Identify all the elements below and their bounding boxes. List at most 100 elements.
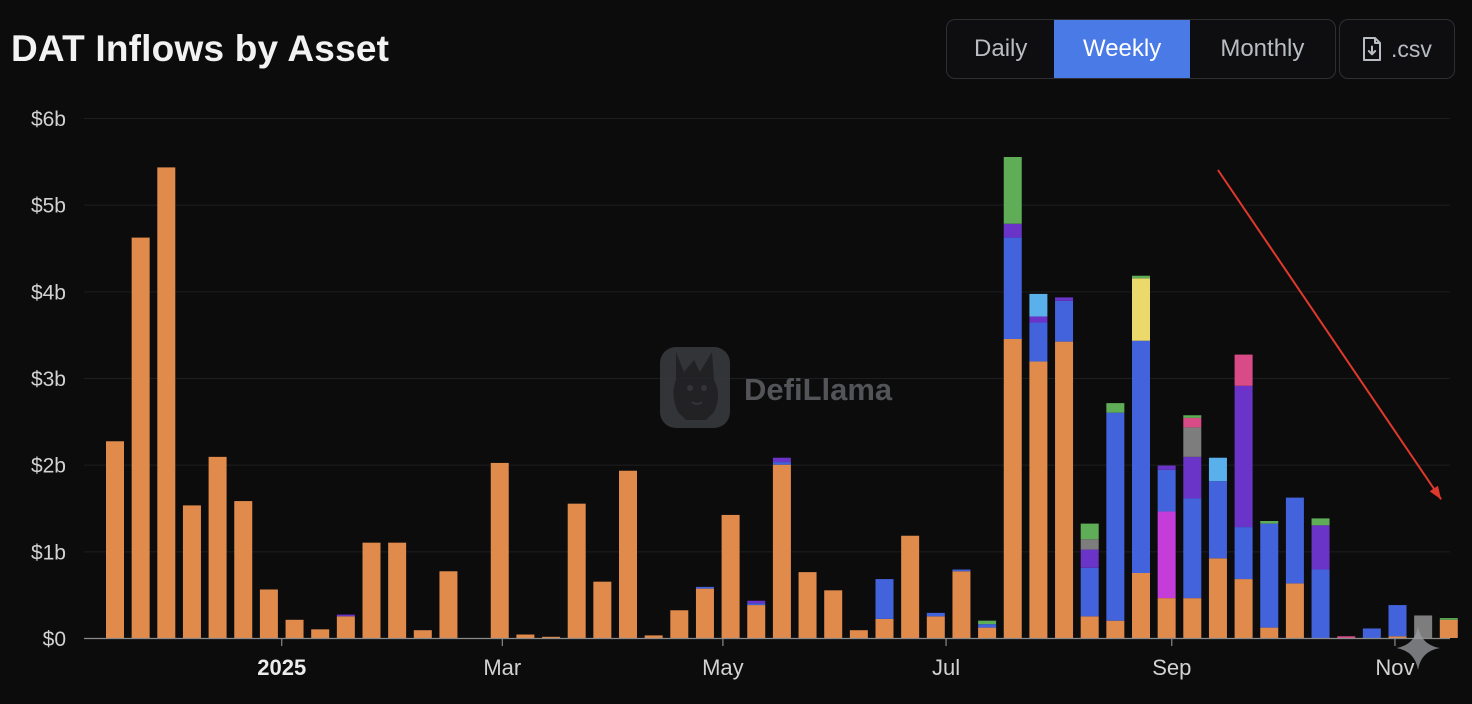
bar-segment-blue[interactable]: [1080, 567, 1099, 617]
bar-week[interactable]: [157, 167, 176, 638]
bar-segment-orange[interactable]: [285, 619, 304, 638]
bar-week[interactable]: [798, 572, 817, 638]
bar-segment-orange[interactable]: [978, 627, 997, 638]
bar-week[interactable]: [1157, 465, 1176, 638]
bar-segment-orange[interactable]: [1285, 583, 1304, 638]
bar-week[interactable]: [567, 503, 586, 638]
bar-segment-purple[interactable]: [336, 614, 355, 617]
bar-segment-orange[interactable]: [1234, 579, 1253, 638]
bar-segment-orange[interactable]: [106, 441, 124, 638]
bar-week[interactable]: [721, 514, 740, 638]
bar-week[interactable]: [208, 456, 227, 638]
bar-segment-orange[interactable]: [1388, 636, 1407, 638]
bar-segment-orange[interactable]: [747, 605, 766, 638]
bar-week[interactable]: [901, 535, 920, 638]
bar-segment-orange[interactable]: [413, 630, 432, 638]
bar-week[interactable]: [336, 614, 355, 638]
bar-week[interactable]: [234, 501, 253, 638]
bar-segment-orange[interactable]: [593, 581, 612, 638]
bar-segment-orange[interactable]: [1208, 558, 1227, 638]
bar-segment-pink[interactable]: [1337, 636, 1356, 638]
bar-segment-orange[interactable]: [336, 616, 355, 638]
bar-week[interactable]: [978, 620, 997, 638]
bar-segment-orange[interactable]: [875, 618, 894, 638]
bar-segment-orange[interactable]: [311, 629, 330, 638]
bar-segment-orange[interactable]: [670, 610, 689, 638]
bar-segment-blue[interactable]: [747, 603, 766, 606]
bar-segment-orange[interactable]: [721, 514, 740, 638]
bar-week[interactable]: [619, 470, 637, 638]
bar-segment-purple[interactable]: [1183, 456, 1202, 499]
bar-segment-orange[interactable]: [1157, 598, 1176, 638]
bar-week[interactable]: [516, 634, 535, 638]
bar-segment-purple[interactable]: [747, 600, 766, 604]
bar-segment-orange[interactable]: [1055, 341, 1074, 638]
bar-segment-orange[interactable]: [182, 505, 201, 638]
bar-segment-green[interactable]: [978, 620, 997, 625]
bar-segment-orange[interactable]: [542, 636, 561, 638]
bar-week[interactable]: [747, 600, 766, 638]
bar-segment-orange[interactable]: [567, 503, 586, 638]
bar-segment-orange[interactable]: [1132, 573, 1150, 638]
bar-segment-blue[interactable]: [926, 612, 945, 617]
bar-week[interactable]: [849, 630, 868, 638]
bar-week[interactable]: [1311, 518, 1330, 638]
bar-segment-blue[interactable]: [1157, 469, 1176, 512]
bar-segment-light_blue[interactable]: [1208, 457, 1227, 482]
bar-week[interactable]: [388, 542, 407, 638]
bar-segment-blue[interactable]: [952, 569, 971, 572]
bar-segment-orange[interactable]: [824, 590, 843, 638]
bar-week[interactable]: [1003, 157, 1022, 638]
bar-week[interactable]: [182, 505, 201, 638]
bar-segment-magenta[interactable]: [1157, 511, 1176, 599]
bar-week[interactable]: [952, 569, 971, 638]
bar-week[interactable]: [1362, 628, 1381, 638]
bar-week[interactable]: [1106, 403, 1125, 638]
bar-segment-purple[interactable]: [1157, 465, 1176, 470]
bar-week[interactable]: [1080, 523, 1099, 638]
bar-segment-orange[interactable]: [439, 571, 458, 638]
bar-segment-green[interactable]: [1106, 403, 1125, 413]
bar-segment-blue[interactable]: [1106, 412, 1125, 621]
bar-segment-orange[interactable]: [1029, 361, 1048, 638]
bar-segment-orange[interactable]: [1260, 627, 1279, 638]
bar-segment-green[interactable]: [1260, 521, 1279, 524]
bar-segment-orange[interactable]: [1106, 620, 1125, 638]
bar-segment-blue[interactable]: [772, 462, 791, 465]
bar-segment-blue[interactable]: [1003, 237, 1022, 339]
daily-tab[interactable]: Daily: [947, 20, 1054, 78]
bar-segment-purple[interactable]: [1055, 297, 1074, 301]
bar-week[interactable]: [926, 612, 945, 638]
bar-week[interactable]: [362, 542, 381, 638]
bar-week[interactable]: [131, 237, 150, 638]
bar-segment-purple[interactable]: [1234, 385, 1253, 528]
bar-week[interactable]: [1208, 457, 1227, 638]
bar-segment-orange[interactable]: [849, 630, 868, 638]
bar-week[interactable]: [772, 457, 791, 638]
bar-week[interactable]: [285, 619, 304, 638]
bar-segment-green[interactable]: [1311, 518, 1330, 526]
bar-week[interactable]: [1337, 636, 1356, 638]
weekly-tab[interactable]: Weekly: [1054, 20, 1190, 78]
csv-download-button[interactable]: .csv: [1339, 19, 1455, 79]
bar-segment-purple[interactable]: [1003, 223, 1022, 238]
bar-segment-yellow[interactable]: [1132, 278, 1150, 341]
bar-segment-blue[interactable]: [1208, 481, 1227, 559]
bar-week[interactable]: [695, 586, 714, 638]
bar-week[interactable]: [439, 571, 458, 638]
bar-segment-blue[interactable]: [875, 579, 894, 619]
bar-week[interactable]: [1055, 297, 1074, 638]
bar-segment-green[interactable]: [1183, 415, 1202, 418]
bar-segment-orange[interactable]: [234, 501, 253, 638]
bar-segment-blue[interactable]: [1388, 605, 1407, 637]
bar-week[interactable]: [1183, 415, 1202, 638]
bar-segment-orange[interactable]: [695, 588, 714, 638]
bar-week[interactable]: [1029, 293, 1048, 638]
bar-segment-green[interactable]: [1132, 275, 1150, 279]
bar-segment-orange[interactable]: [1183, 598, 1202, 638]
bar-segment-green[interactable]: [1003, 157, 1022, 224]
bar-segment-orange[interactable]: [1003, 339, 1022, 638]
bar-week[interactable]: [106, 441, 124, 638]
bar-week[interactable]: [1285, 497, 1304, 638]
bar-week[interactable]: [1388, 605, 1407, 638]
